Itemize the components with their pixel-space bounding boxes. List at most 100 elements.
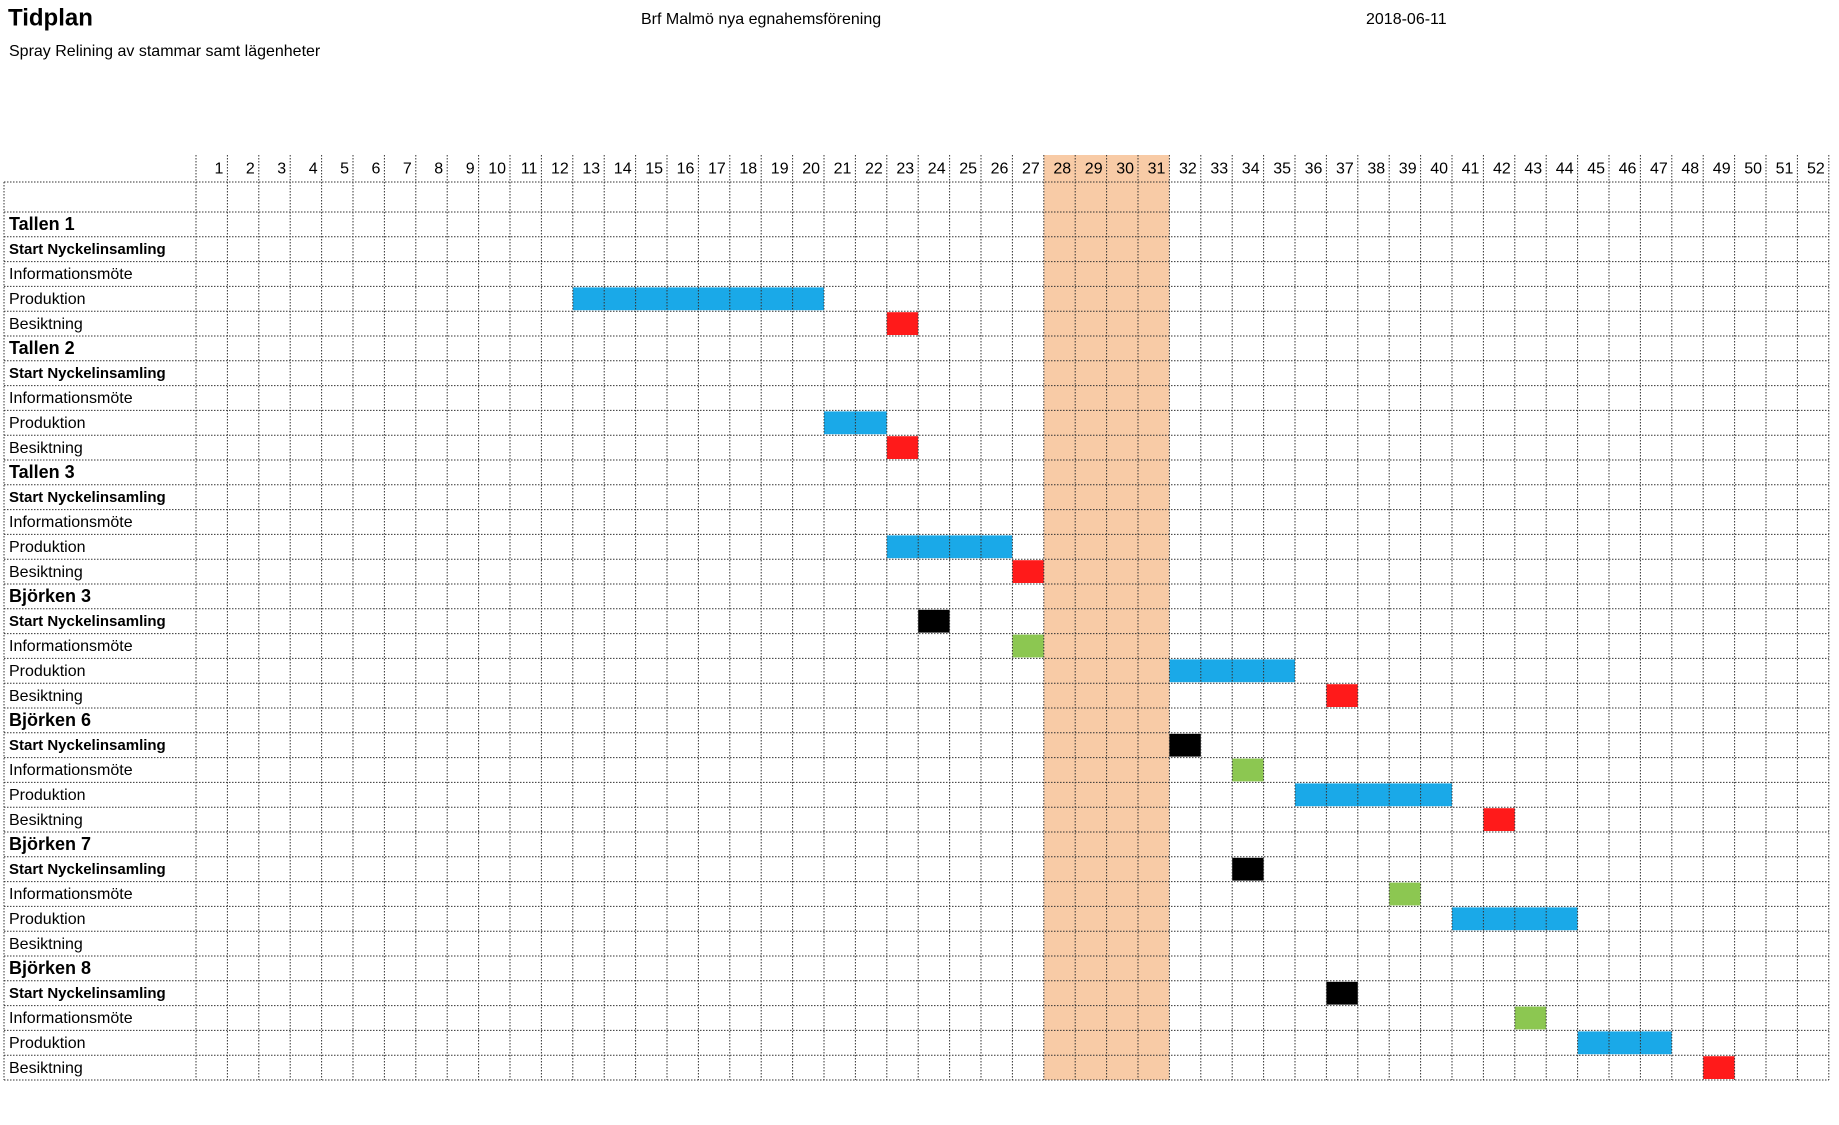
- task-bar: [1326, 981, 1358, 1005]
- task-bar: [1012, 634, 1044, 658]
- task-label: Informationsmöte: [9, 390, 133, 407]
- group-name: Tallen 1: [9, 214, 75, 234]
- week-label: 45: [1587, 161, 1605, 178]
- group-name: Björken 7: [9, 834, 91, 854]
- task-bar: [886, 436, 919, 459]
- task-label: Produktion: [9, 1035, 86, 1052]
- task-label: Informationsmöte: [9, 886, 133, 903]
- week-label: 32: [1179, 161, 1197, 178]
- task-label: Produktion: [9, 787, 86, 804]
- week-label: 5: [340, 161, 349, 178]
- task-bar: [1169, 733, 1201, 757]
- week-label: 8: [434, 161, 443, 178]
- task-label: Informationsmöte: [9, 1010, 133, 1027]
- week-label: 49: [1713, 161, 1731, 178]
- task-label: Produktion: [9, 539, 86, 556]
- week-label: 1: [214, 161, 223, 178]
- week-label: 2: [246, 161, 255, 178]
- week-label: 48: [1681, 161, 1699, 178]
- task-label: Besiktning: [9, 440, 83, 457]
- group-name: Tallen 2: [9, 338, 75, 358]
- week-label: 47: [1650, 161, 1668, 178]
- task-label: Besiktning: [9, 812, 83, 829]
- group-name: Björken 6: [9, 710, 91, 730]
- week-label: 6: [371, 161, 380, 178]
- task-bar: [1483, 808, 1515, 831]
- week-label: 10: [488, 161, 506, 178]
- week-label: 23: [896, 161, 914, 178]
- week-label: 9: [466, 161, 475, 178]
- task-label: Start Nyckelinsamling: [9, 613, 166, 630]
- task-bar: [1703, 1056, 1735, 1079]
- week-label: 40: [1430, 161, 1448, 178]
- task-bar: [1232, 758, 1264, 782]
- week-label: 4: [309, 161, 318, 178]
- week-label: 44: [1556, 161, 1574, 178]
- week-label: 7: [403, 161, 412, 178]
- task-bar: [1514, 1006, 1547, 1030]
- week-label: 17: [708, 161, 726, 178]
- task-bar: [1232, 857, 1264, 881]
- week-label: 16: [677, 161, 695, 178]
- task-label: Start Nyckelinsamling: [9, 241, 166, 258]
- task-label: Informationsmöte: [9, 514, 133, 531]
- task-bar: [1326, 684, 1358, 707]
- date: 2018-06-11: [1366, 11, 1447, 28]
- week-label: 46: [1619, 161, 1637, 178]
- week-label: 21: [834, 161, 852, 178]
- task-bar: [1295, 783, 1452, 807]
- task-label: Produktion: [9, 415, 86, 432]
- group-name: Björken 8: [9, 958, 91, 978]
- week-label: 50: [1744, 161, 1762, 178]
- task-label: Start Nyckelinsamling: [9, 365, 166, 382]
- week-label: 24: [928, 161, 946, 178]
- task-label: Besiktning: [9, 564, 83, 581]
- task-bar: [886, 312, 919, 335]
- week-label: 52: [1807, 161, 1825, 178]
- week-label: 27: [1022, 161, 1040, 178]
- week-label: 31: [1148, 161, 1166, 178]
- week-label: 37: [1336, 161, 1354, 178]
- subtitle: Spray Relining av stammar samt lägenhete…: [9, 43, 321, 60]
- task-label: Start Nyckelinsamling: [9, 985, 166, 1002]
- week-label: 14: [614, 161, 632, 178]
- week-label: 38: [1367, 161, 1385, 178]
- task-bar: [1577, 1031, 1672, 1055]
- task-label: Besiktning: [9, 316, 83, 333]
- task-label: Start Nyckelinsamling: [9, 737, 166, 754]
- week-label: 28: [1053, 161, 1071, 178]
- task-bar: [918, 609, 950, 633]
- task-label: Besiktning: [9, 688, 83, 705]
- organization: Brf Malmö nya egnahemsförening: [641, 11, 881, 28]
- group-name: Björken 3: [9, 586, 91, 606]
- task-label: Produktion: [9, 911, 86, 928]
- task-label: Besiktning: [9, 936, 83, 953]
- week-label: 36: [1305, 161, 1323, 178]
- week-label: 26: [991, 161, 1009, 178]
- week-label: 30: [1116, 161, 1134, 178]
- week-label: 19: [771, 161, 789, 178]
- title: Tidplan: [8, 4, 93, 31]
- week-label: 18: [739, 161, 757, 178]
- week-label: 51: [1776, 161, 1794, 178]
- task-label: Besiktning: [9, 1060, 83, 1077]
- week-label: 15: [645, 161, 663, 178]
- week-label: 29: [1085, 161, 1103, 178]
- week-label: 11: [521, 161, 538, 178]
- task-label: Produktion: [9, 663, 86, 680]
- task-bar: [1389, 882, 1421, 906]
- task-label: Start Nyckelinsamling: [9, 861, 166, 878]
- week-label: 12: [551, 161, 569, 178]
- week-label: 20: [802, 161, 820, 178]
- group-name: Tallen 3: [9, 462, 75, 482]
- task-label: Informationsmöte: [9, 638, 133, 655]
- week-label: 42: [1493, 161, 1511, 178]
- week-label: 13: [582, 161, 600, 178]
- task-label: Start Nyckelinsamling: [9, 489, 166, 506]
- task-label: Informationsmöte: [9, 266, 133, 283]
- task-label: Produktion: [9, 291, 86, 308]
- week-label: 39: [1399, 161, 1417, 178]
- week-label: 22: [865, 161, 883, 178]
- task-bar: [1012, 560, 1044, 583]
